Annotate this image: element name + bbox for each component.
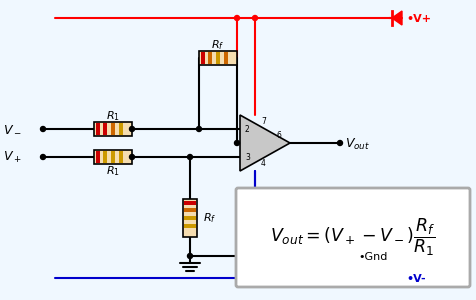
- Bar: [184, 208, 196, 212]
- Text: $R_1$: $R_1$: [106, 109, 120, 123]
- Text: $V_{out} = (V_+ - V_-)\dfrac{R_f}{R_1}$: $V_{out} = (V_+ - V_-)\dfrac{R_f}{R_1}$: [270, 217, 435, 258]
- FancyBboxPatch shape: [236, 188, 469, 287]
- Text: 3: 3: [245, 154, 249, 163]
- Circle shape: [337, 140, 342, 146]
- Text: •Gnd: •Gnd: [357, 252, 387, 262]
- Circle shape: [234, 16, 239, 20]
- Bar: [119, 123, 122, 135]
- Bar: [119, 151, 122, 163]
- Bar: [223, 52, 227, 64]
- Text: $V_{out}$: $V_{out}$: [344, 136, 369, 152]
- Bar: [184, 224, 196, 228]
- Circle shape: [40, 154, 45, 160]
- Circle shape: [187, 154, 192, 160]
- Bar: [103, 123, 107, 135]
- Bar: [216, 52, 219, 64]
- Polygon shape: [391, 271, 401, 285]
- Bar: [111, 151, 115, 163]
- Bar: [200, 52, 204, 64]
- Bar: [184, 216, 196, 220]
- Bar: [96, 123, 99, 135]
- Circle shape: [352, 254, 357, 259]
- Circle shape: [252, 254, 257, 259]
- Text: •V+: •V+: [405, 14, 430, 24]
- Circle shape: [129, 127, 134, 131]
- Circle shape: [252, 16, 257, 20]
- Text: 2: 2: [245, 125, 249, 134]
- Bar: [111, 123, 115, 135]
- Bar: [94, 150, 132, 164]
- Bar: [103, 151, 107, 163]
- Circle shape: [40, 127, 45, 131]
- Circle shape: [187, 254, 192, 259]
- Text: 7: 7: [260, 116, 265, 125]
- Text: $R_f$: $R_f$: [203, 211, 216, 225]
- Bar: [198, 51, 237, 65]
- Polygon shape: [239, 115, 289, 171]
- Bar: [184, 201, 196, 205]
- Circle shape: [196, 127, 201, 131]
- Circle shape: [129, 154, 134, 160]
- Bar: [183, 199, 197, 237]
- Bar: [208, 52, 212, 64]
- Text: 4: 4: [260, 158, 265, 167]
- Text: $V_-$: $V_-$: [3, 122, 21, 136]
- Circle shape: [234, 140, 239, 146]
- Bar: [94, 122, 132, 136]
- Text: 6: 6: [277, 131, 281, 140]
- Text: $V_+$: $V_+$: [3, 149, 21, 164]
- Bar: [96, 151, 99, 163]
- Text: •V-: •V-: [405, 274, 425, 284]
- Text: $R_f$: $R_f$: [211, 38, 224, 52]
- Polygon shape: [391, 11, 401, 25]
- Text: $R_1$: $R_1$: [106, 164, 120, 178]
- Circle shape: [252, 275, 257, 281]
